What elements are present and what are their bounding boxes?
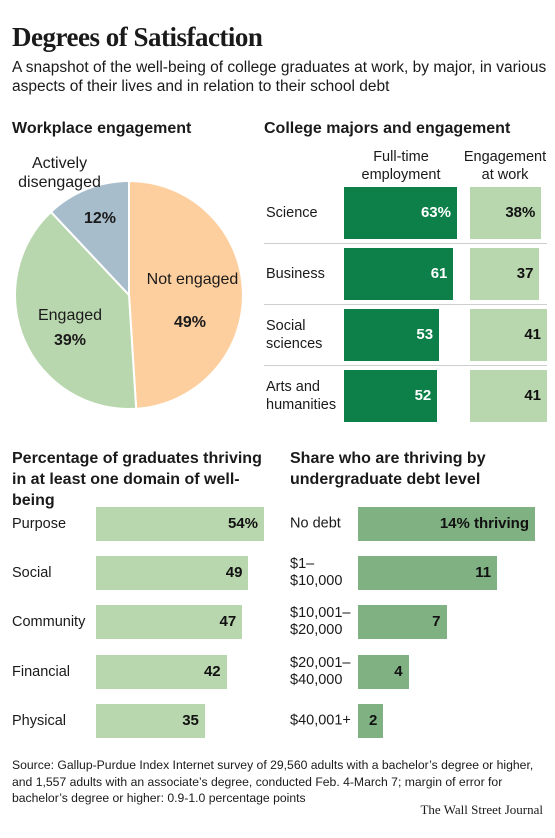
value-employment-business: 61 [430,265,448,282]
value-thriving-financial: 42 [203,663,221,680]
bar-thriving-physical [96,704,205,738]
value-employment-arts-and-humanities: 52 [414,387,432,404]
thriving-label-physical: Physical [12,713,66,729]
bar-employment-social-sciences [344,309,440,361]
legend-full-time-employment: Full-time employment [361,149,441,183]
value-engagement-arts-and-humanities: 41 [524,387,541,404]
value-debt-no-debt: 14% thriving [439,515,529,532]
bar-thriving-financial [96,655,227,689]
pie-title: Workplace engagement [12,120,192,137]
pie-label-engaged: Engaged [37,307,103,324]
bar-engagement-science [470,187,542,239]
value-employment-science: 63% [420,204,451,221]
pie-label-not-engaged: Not engaged [146,271,239,288]
pie-label-disengaged: Actively disengaged [18,155,101,191]
bar-engagement-social-sciences [470,309,547,361]
debt-label-20-001-40-000: $20,001– $40,000 [290,655,351,688]
major-label-business: Business [266,266,325,282]
debt-label-1-10-000: $1– $10,000 [290,556,343,589]
value-debt-40-001: 2 [368,712,378,729]
pie-value-engaged: 39% [53,332,87,349]
majors-row-divider [264,365,547,366]
debt-label-no-debt: No debt [290,515,341,532]
bar-employment-arts-and-humanities [344,370,438,422]
value-debt-10-001-20-000: 7 [432,613,441,630]
pie-slice-not-engaged [128,179,244,410]
thriving-title: Percentage of graduates thriving in at l… [12,450,262,509]
thriving-label-community: Community [12,614,86,630]
value-employment-social-sciences: 53 [416,326,434,343]
bar-employment-business [344,248,454,300]
pie-slice-actively-disengaged [49,179,130,298]
chart-subtitle: A snapshot of the well-being of college … [12,59,547,95]
bar-debt-10-001-20-000 [358,605,447,639]
credit: The Wall Street Journal [420,802,543,817]
debt-label-10-001-20-000: $10,001– $20,000 [290,605,351,638]
pie-value-not-engaged: 49% [173,314,207,331]
value-debt-20-001-40-000: 4 [394,663,403,680]
chart-title: Degrees of Satisfaction [12,22,263,52]
value-thriving-community: 47 [219,613,237,630]
majors-title: College majors and engagement [264,120,511,137]
value-engagement-science: 38% [505,204,536,221]
source-note: Source: Gallup-Purdue Index Internet sur… [12,758,534,805]
bar-engagement-business [470,248,540,300]
bar-debt-20-001-40-000 [358,655,409,689]
value-thriving-purpose: 54% [227,515,258,532]
major-label-science: Science [266,205,318,221]
value-thriving-social: 49 [225,564,243,581]
major-label-arts-and-humanities: Arts and humanities [266,379,337,413]
thriving-label-social: Social [12,565,52,581]
major-label-social-sciences: Social sciences [266,318,323,352]
value-thriving-physical: 35 [182,712,199,729]
bar-debt-1-10-000 [358,556,498,590]
value-debt-1-10-000: 11 [475,564,492,581]
bar-debt-40-001 [358,704,384,738]
debt-label-40-001: $40,001+ [290,712,351,729]
bar-engagement-arts-and-humanities [470,370,547,422]
bar-thriving-social [96,556,249,590]
legend-engagement-at-work: Engagement at work [463,149,547,183]
pie-slice-engaged [14,210,138,410]
thriving-label-purpose: Purpose [12,516,67,532]
bar-thriving-purpose [96,507,264,541]
debt-title: Share who are thriving by undergraduate … [290,450,486,488]
bar-debt-no-debt [358,507,535,541]
value-engagement-business: 37 [516,265,534,282]
bar-thriving-community [96,605,243,639]
bar-employment-science [344,187,457,239]
pie-value-disengaged: 12% [83,210,117,227]
thriving-label-financial: Financial [12,664,71,680]
majors-row-divider [264,243,547,244]
value-engagement-social-sciences: 41 [524,326,541,343]
majors-row-divider [264,304,547,305]
